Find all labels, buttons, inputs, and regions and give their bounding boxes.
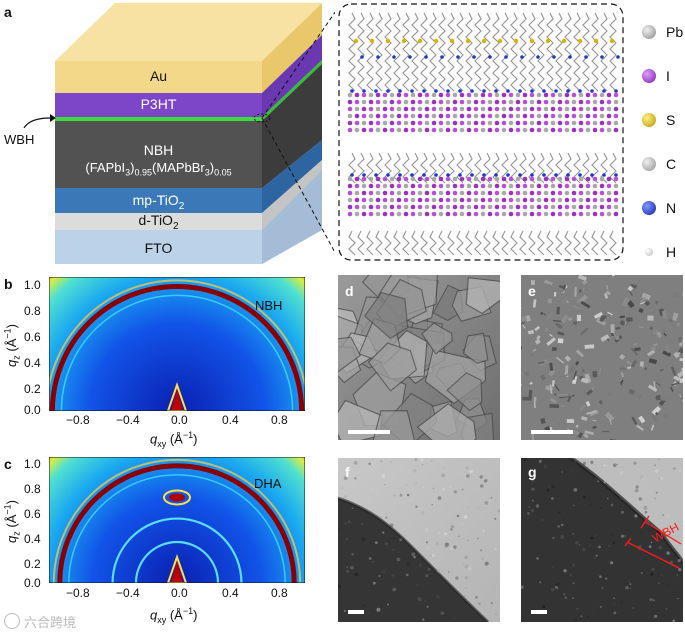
panel-label-b: b [4,276,13,292]
pb-atom-icon [642,25,656,39]
x-tick: 0.0 [171,413,188,427]
sample-label-dha: DHA [254,476,282,491]
panel-label-e: e [528,283,536,299]
y-tick: 0.2 [24,382,41,396]
y-tick: 0.2 [24,557,41,571]
legend-i: I [642,54,683,98]
x-tick: −0.4 [116,586,140,600]
y-tick: 0.4 [24,532,41,546]
panel-label-f: f [345,464,350,480]
molecular-structure-inset [338,3,624,261]
y-tick: 0.6 [24,507,41,521]
giwaxs-map-dha [49,457,305,583]
nbh-formula: (FAPbI3)0.95(MAPbBr3)0.05 [85,160,232,178]
layer-au [55,61,262,93]
legend-s: S [642,98,683,142]
y-tick: 0.0 [24,576,41,590]
scale-bar [348,430,390,434]
panel-label-c: c [4,456,12,472]
y-tick: 0.8 [24,482,41,496]
x-tick: 0.4 [222,413,239,427]
panel-label-d: d [345,283,354,299]
c-atom-icon [642,157,656,171]
x-tick: −0.8 [66,586,90,600]
y-axis-title: qz (Å−1) [2,499,22,543]
sample-label-nbh: NBH [255,298,283,313]
panel-label-a: a [4,4,12,20]
layer-d-tio2 [55,213,262,230]
x-axis-title: qxy (Å−1) [150,606,198,625]
legend-h: H [642,230,683,274]
tem-image-wbh [521,458,683,622]
layer-label-fto: FTO [144,240,173,256]
y-tick: 0.6 [24,330,41,344]
legend-n: N [642,186,683,230]
y-axis-title: qz (Å−1) [2,323,22,367]
layer-fto [55,230,262,264]
watermark: 六合跨境 [4,612,76,631]
y-tick: 1.0 [24,457,41,471]
layer-label-d-tio2: d-TiO2 [138,212,179,232]
x-tick: 0.8 [271,413,288,427]
legend-pb: Pb [642,10,683,54]
giwaxs-map-nbh [49,277,305,411]
x-tick: −0.4 [116,413,140,427]
wbh-label: WBH [4,132,35,147]
x-tick: 0.4 [222,586,239,600]
layer-label-p3ht: P3HT [140,96,177,112]
y-tick: 0.0 [24,403,41,417]
y-tick: 0.4 [24,356,41,370]
layer-label-nbh: NBH [143,142,174,158]
i-atom-icon [642,69,656,83]
x-tick: 0.8 [271,586,288,600]
layer-nbh [55,121,262,188]
scale-bar [531,430,573,434]
layer-p3ht [55,93,262,117]
layer-label-mp-tio2: mp-TiO2 [132,192,185,212]
scale-bar [531,610,547,614]
x-tick: 0.0 [171,586,188,600]
watermark-logo-icon [4,613,20,629]
element-legend: Pb I S C N H [642,10,683,274]
panel-label-g: g [528,464,537,480]
layer-label-au: Au [149,68,168,84]
tem-image-nbh [338,458,500,622]
n-atom-icon [642,201,656,215]
legend-c: C [642,142,683,186]
layer-wbh [55,117,262,121]
s-atom-icon [642,113,656,127]
x-axis-title: qxy (Å−1) [150,430,198,449]
sem-image-wbh [521,275,683,440]
layer-mp-tio2 [55,188,262,213]
scale-bar [348,610,364,614]
y-tick: 0.8 [24,304,41,318]
y-tick: 1.0 [24,278,41,292]
sem-image-nbh [338,275,500,440]
x-tick: −0.8 [66,413,90,427]
device-stack-diagram [23,3,335,264]
h-atom-icon [645,248,653,256]
